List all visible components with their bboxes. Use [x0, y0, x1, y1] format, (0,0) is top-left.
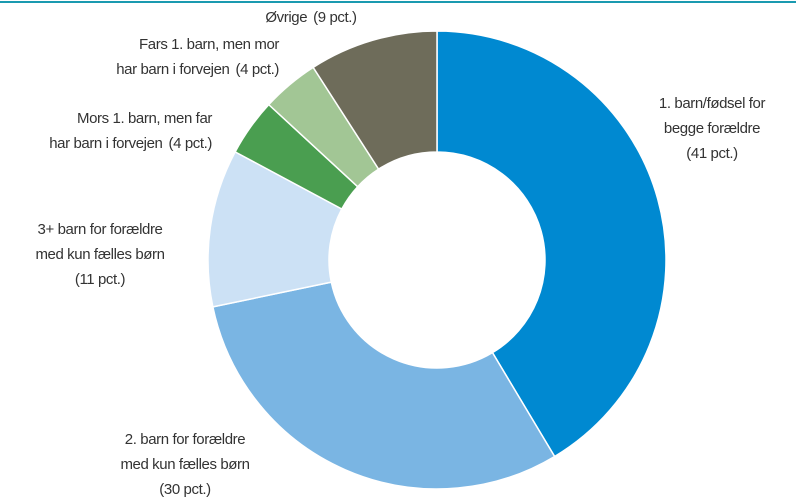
donut-slice: [312, 30, 438, 171]
slice-label: Øvrige (9 pct.): [265, 9, 357, 26]
value-label: (30 pct.): [159, 481, 211, 498]
slice-label: Mors 1. barn, men far har barn i forvejen…: [49, 110, 212, 152]
label-line: Øvrige: [265, 9, 307, 26]
label-line: har barn i forvejen: [116, 61, 229, 78]
donut-slice: [436, 30, 667, 458]
value-label: (9 pct.): [313, 9, 357, 26]
label-line: Mors 1. barn, men far: [77, 110, 212, 127]
value-label: (11 pct.): [75, 271, 126, 288]
label-line: 1. barn/fødsel for: [659, 95, 766, 112]
label-line: Fars 1. barn, men mor: [139, 36, 279, 53]
label-line: 2. barn for forældre: [125, 431, 245, 448]
label-line: med kun fælles børn: [120, 456, 249, 473]
slice-label: 1. barn/fødsel for begge forældre (41 pct.…: [659, 95, 766, 162]
label-line: har barn i forvejen: [49, 135, 162, 152]
label-line: begge forældre: [664, 120, 760, 137]
slice-label: Fars 1. barn, men mor har barn i forvejen…: [116, 36, 279, 78]
label-line: 3+ barn for forældre: [38, 221, 163, 238]
slice-label: 2. barn for forældre med kun fælles børn (…: [120, 431, 249, 498]
donut-slice: [211, 281, 556, 490]
label-line: med kun fælles børn: [35, 246, 164, 263]
slice-label: 3+ barn for forældre med kun fælles børn (…: [35, 221, 164, 288]
value-label: (4 pct.): [169, 135, 213, 152]
value-label: (41 pct.): [686, 145, 738, 162]
value-label: (4 pct.): [236, 61, 280, 78]
